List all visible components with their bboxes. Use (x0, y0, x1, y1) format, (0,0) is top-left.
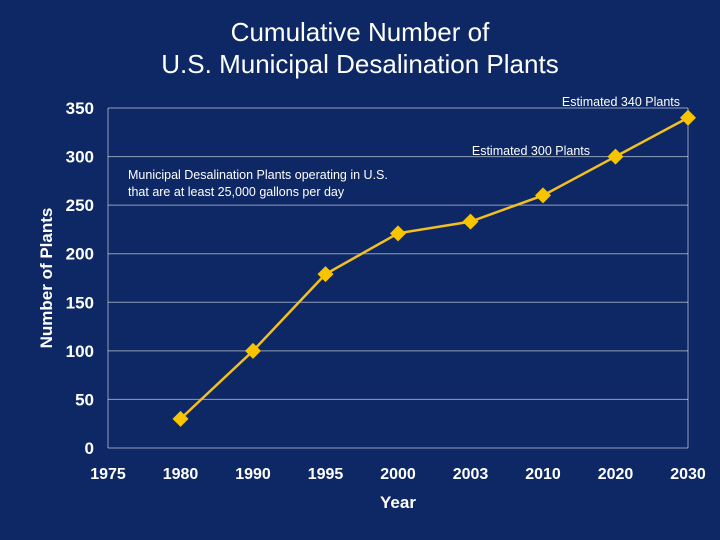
y-tick-label: 300 (66, 148, 94, 167)
y-axis-label: Number of Plants (37, 208, 56, 349)
series-markers (172, 109, 696, 427)
x-tick-label: 2003 (453, 466, 489, 483)
chart-title-line-2: U.S. Municipal Desalination Plants (161, 49, 559, 79)
x-tick-label: 2030 (670, 466, 706, 483)
x-axis-ticks: 1975 1980 1990 1995 2000 2003 2010 2020 2030 (90, 466, 706, 483)
data-point-marker (535, 187, 551, 204)
y-tick-label: 350 (66, 99, 94, 118)
data-point-marker (245, 342, 261, 359)
x-tick-label: 1995 (308, 466, 344, 483)
y-tick-label: 200 (66, 245, 94, 264)
data-point-marker (607, 148, 624, 165)
y-tick-label: 50 (75, 390, 94, 409)
y-tick-label: 250 (66, 196, 94, 215)
grid-lines (107, 107, 689, 449)
series-line (179, 116, 689, 420)
x-tick-label: 1980 (163, 466, 199, 483)
y-tick-label: 150 (66, 293, 94, 312)
y-axis-ticks: 0 50 100 150 200 250 300 350 (66, 99, 94, 458)
x-tick-label: 1990 (235, 466, 271, 483)
x-tick-label: 2000 (380, 466, 416, 483)
chart-title: Cumulative Number of U.S. Municipal Desa… (0, 16, 720, 80)
annotation-estimated-340: Estimated 340 Plants (562, 95, 680, 109)
data-point-marker (172, 410, 189, 427)
data-point-marker (390, 225, 406, 242)
x-tick-label: 2010 (525, 466, 561, 483)
x-axis-label: Year (380, 493, 416, 512)
data-point-marker (680, 109, 696, 126)
annotation-estimated-300: Estimated 300 Plants (472, 144, 590, 158)
data-point-marker (317, 266, 334, 283)
y-tick-label: 0 (85, 439, 94, 458)
annotation-definition-line-1: Municipal Desalination Plants operating … (128, 168, 388, 182)
annotation-definition-line-2: that are at least 25,000 gallons per day (128, 185, 345, 199)
chart-title-line-1: Cumulative Number of (230, 17, 490, 47)
x-tick-label: 2020 (598, 466, 634, 483)
x-tick-label: 1975 (90, 466, 126, 483)
y-tick-label: 100 (66, 342, 94, 361)
data-point-marker (462, 213, 479, 230)
